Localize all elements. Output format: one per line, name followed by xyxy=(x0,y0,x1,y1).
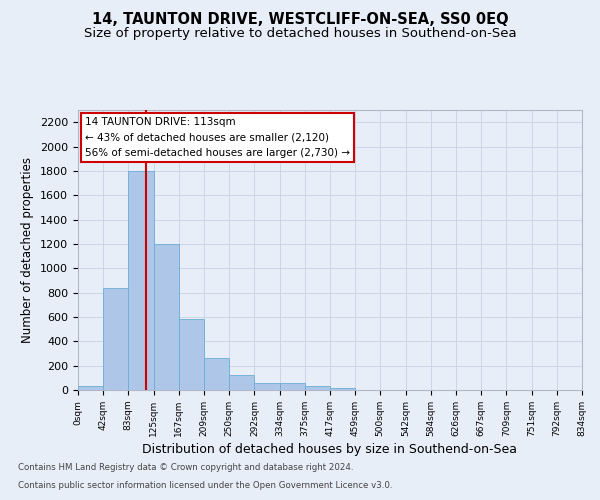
Bar xyxy=(280,384,305,390)
Bar xyxy=(154,244,179,390)
Bar xyxy=(205,358,229,390)
Bar xyxy=(78,386,103,390)
Text: Contains HM Land Registry data © Crown copyright and database right 2024.: Contains HM Land Registry data © Crown c… xyxy=(18,464,353,472)
Bar xyxy=(128,171,154,390)
Text: Size of property relative to detached houses in Southend-on-Sea: Size of property relative to detached ho… xyxy=(83,28,517,40)
Text: Contains public sector information licensed under the Open Government Licence v3: Contains public sector information licen… xyxy=(18,481,392,490)
Bar xyxy=(330,388,355,390)
Bar xyxy=(103,288,128,390)
Text: 14, TAUNTON DRIVE, WESTCLIFF-ON-SEA, SS0 0EQ: 14, TAUNTON DRIVE, WESTCLIFF-ON-SEA, SS0… xyxy=(92,12,508,28)
Y-axis label: Number of detached properties: Number of detached properties xyxy=(22,157,34,343)
Bar xyxy=(179,320,205,390)
X-axis label: Distribution of detached houses by size in Southend-on-Sea: Distribution of detached houses by size … xyxy=(143,443,517,456)
Bar xyxy=(229,376,254,390)
Text: 14 TAUNTON DRIVE: 113sqm
← 43% of detached houses are smaller (2,120)
56% of sem: 14 TAUNTON DRIVE: 113sqm ← 43% of detach… xyxy=(85,117,350,158)
Bar xyxy=(305,386,330,390)
Bar xyxy=(254,384,280,390)
